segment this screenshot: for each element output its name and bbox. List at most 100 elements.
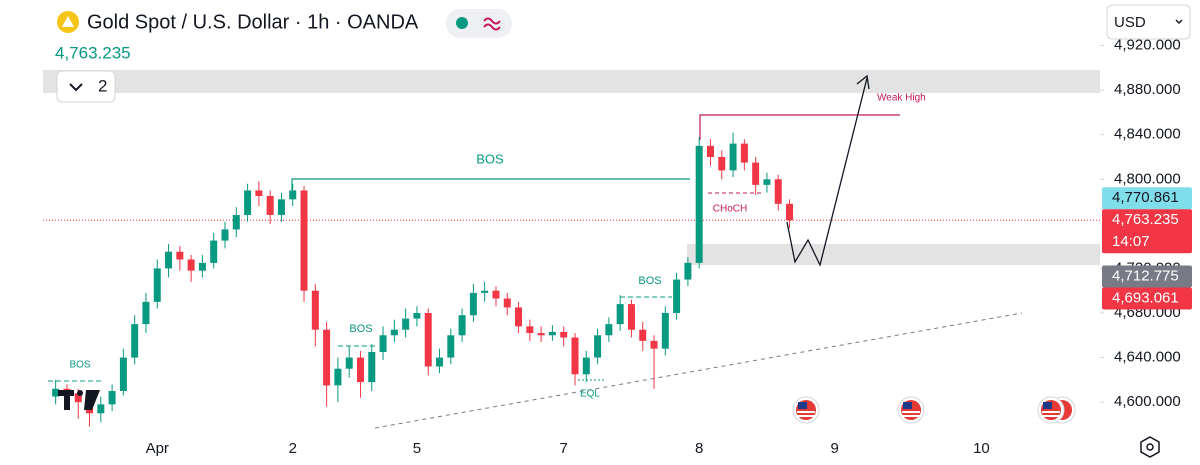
candle-body [763, 179, 771, 185]
settings-icon[interactable] [1140, 436, 1160, 458]
collapse-button[interactable] [56, 70, 116, 103]
candle-body [413, 313, 421, 319]
event-icons [792, 396, 1076, 424]
x-tick-label: 2 [289, 440, 297, 457]
trend-line [374, 312, 1023, 429]
price-labels: 4,770.861 4,763.235 14:07 4,712.775 4,693.06… [1102, 187, 1192, 310]
y-tick-label: 4,800.000 [1114, 170, 1181, 187]
candle-body [221, 229, 229, 241]
candle-body [718, 157, 726, 171]
price-label: 4,770.861 [1112, 189, 1179, 206]
candle-body [210, 240, 218, 263]
choch-label: CHoCH [713, 204, 747, 215]
x-tick-label: 7 [560, 440, 568, 457]
price-label-box [1102, 265, 1192, 288]
dropdown-chevron [1175, 19, 1183, 25]
price-label: 4,712.775 [1112, 267, 1179, 284]
x-tick-label: 10 [973, 440, 990, 457]
plot [43, 132, 1100, 427]
candle-body [52, 388, 60, 397]
candle-body [266, 196, 274, 215]
candle-body [390, 329, 398, 336]
candle-body [740, 143, 748, 163]
candle-body [255, 190, 263, 196]
candle-body [548, 331, 556, 336]
collapsed-count: 2 [98, 76, 107, 95]
candle-body [447, 335, 455, 358]
weak-high-label: Weak High [877, 93, 926, 104]
candle-body [639, 329, 647, 341]
chevron [69, 83, 83, 92]
symbol-logo-mark [62, 16, 74, 27]
weak-high-line [699, 114, 900, 140]
candle-body [605, 324, 613, 336]
candle-body [323, 329, 331, 386]
currency-select[interactable] [1106, 4, 1191, 40]
candle-body [582, 357, 590, 375]
candle-body [232, 214, 240, 230]
candle-body [458, 315, 466, 336]
projection-arrow [786, 77, 868, 267]
currency: USD [1114, 14, 1146, 31]
candle-body [481, 290, 489, 293]
last-price: 4,763.235 [55, 43, 131, 62]
eql-label: EQL [580, 389, 600, 400]
candle-body [616, 304, 624, 325]
candle-body [469, 292, 477, 316]
candle-body [650, 340, 658, 349]
candle-body [334, 368, 342, 386]
candle-body [424, 313, 432, 367]
candle-body [356, 357, 364, 383]
candle-body [560, 331, 568, 338]
candle-body [244, 190, 252, 215]
candle-body [492, 290, 500, 299]
status-pill[interactable] [446, 9, 512, 38]
candle-body [729, 143, 737, 171]
candle-body [97, 404, 105, 414]
candle-body [594, 335, 602, 358]
candle-body [176, 251, 184, 260]
price-label-box [1102, 209, 1192, 254]
y-tick-label: 4,600.000 [1114, 393, 1181, 410]
y-tick-label: 4,880.000 [1114, 81, 1181, 98]
candle-body [108, 391, 116, 405]
candle-body [786, 203, 794, 221]
candle-body [526, 326, 534, 334]
candle-body [379, 335, 387, 352]
candle-body [300, 190, 308, 291]
candle-body [198, 262, 206, 271]
y-tick-label: 4,640.000 [1114, 349, 1181, 366]
tv-logo [58, 390, 100, 410]
demand-zone [687, 244, 1100, 265]
bos-label: BOS [69, 360, 90, 371]
y-tick-label: 4,840.000 [1114, 126, 1181, 143]
candle-body [661, 313, 669, 349]
candle-body [345, 357, 353, 369]
candle-body [153, 268, 161, 302]
supply-zone [43, 70, 1100, 93]
candle-body [571, 337, 579, 375]
candle-body [752, 162, 760, 185]
candle-body [673, 279, 681, 313]
candle-body [311, 290, 319, 330]
x-tick-label: 9 [831, 440, 839, 457]
x-tick-label: 5 [413, 440, 421, 457]
symbol-title: Gold Spot / U.S. Dollar · 1h · OANDA [87, 11, 419, 33]
candle-body [187, 259, 195, 271]
bos-label: BOS [476, 151, 504, 166]
candle-body [515, 307, 523, 327]
x-tick-label: 8 [695, 440, 703, 457]
candle-body [537, 333, 545, 336]
price-label-box [1102, 187, 1192, 210]
price-label: 4,763.235 [1112, 211, 1179, 228]
candle-body [119, 357, 127, 391]
candle-body [368, 352, 376, 383]
arrow-head [856, 74, 870, 90]
candle-body [774, 179, 782, 204]
candle-body [695, 145, 703, 263]
candle-body [706, 145, 714, 157]
candle-body [402, 318, 410, 330]
bos-line [291, 178, 690, 190]
candle-body [277, 199, 285, 215]
